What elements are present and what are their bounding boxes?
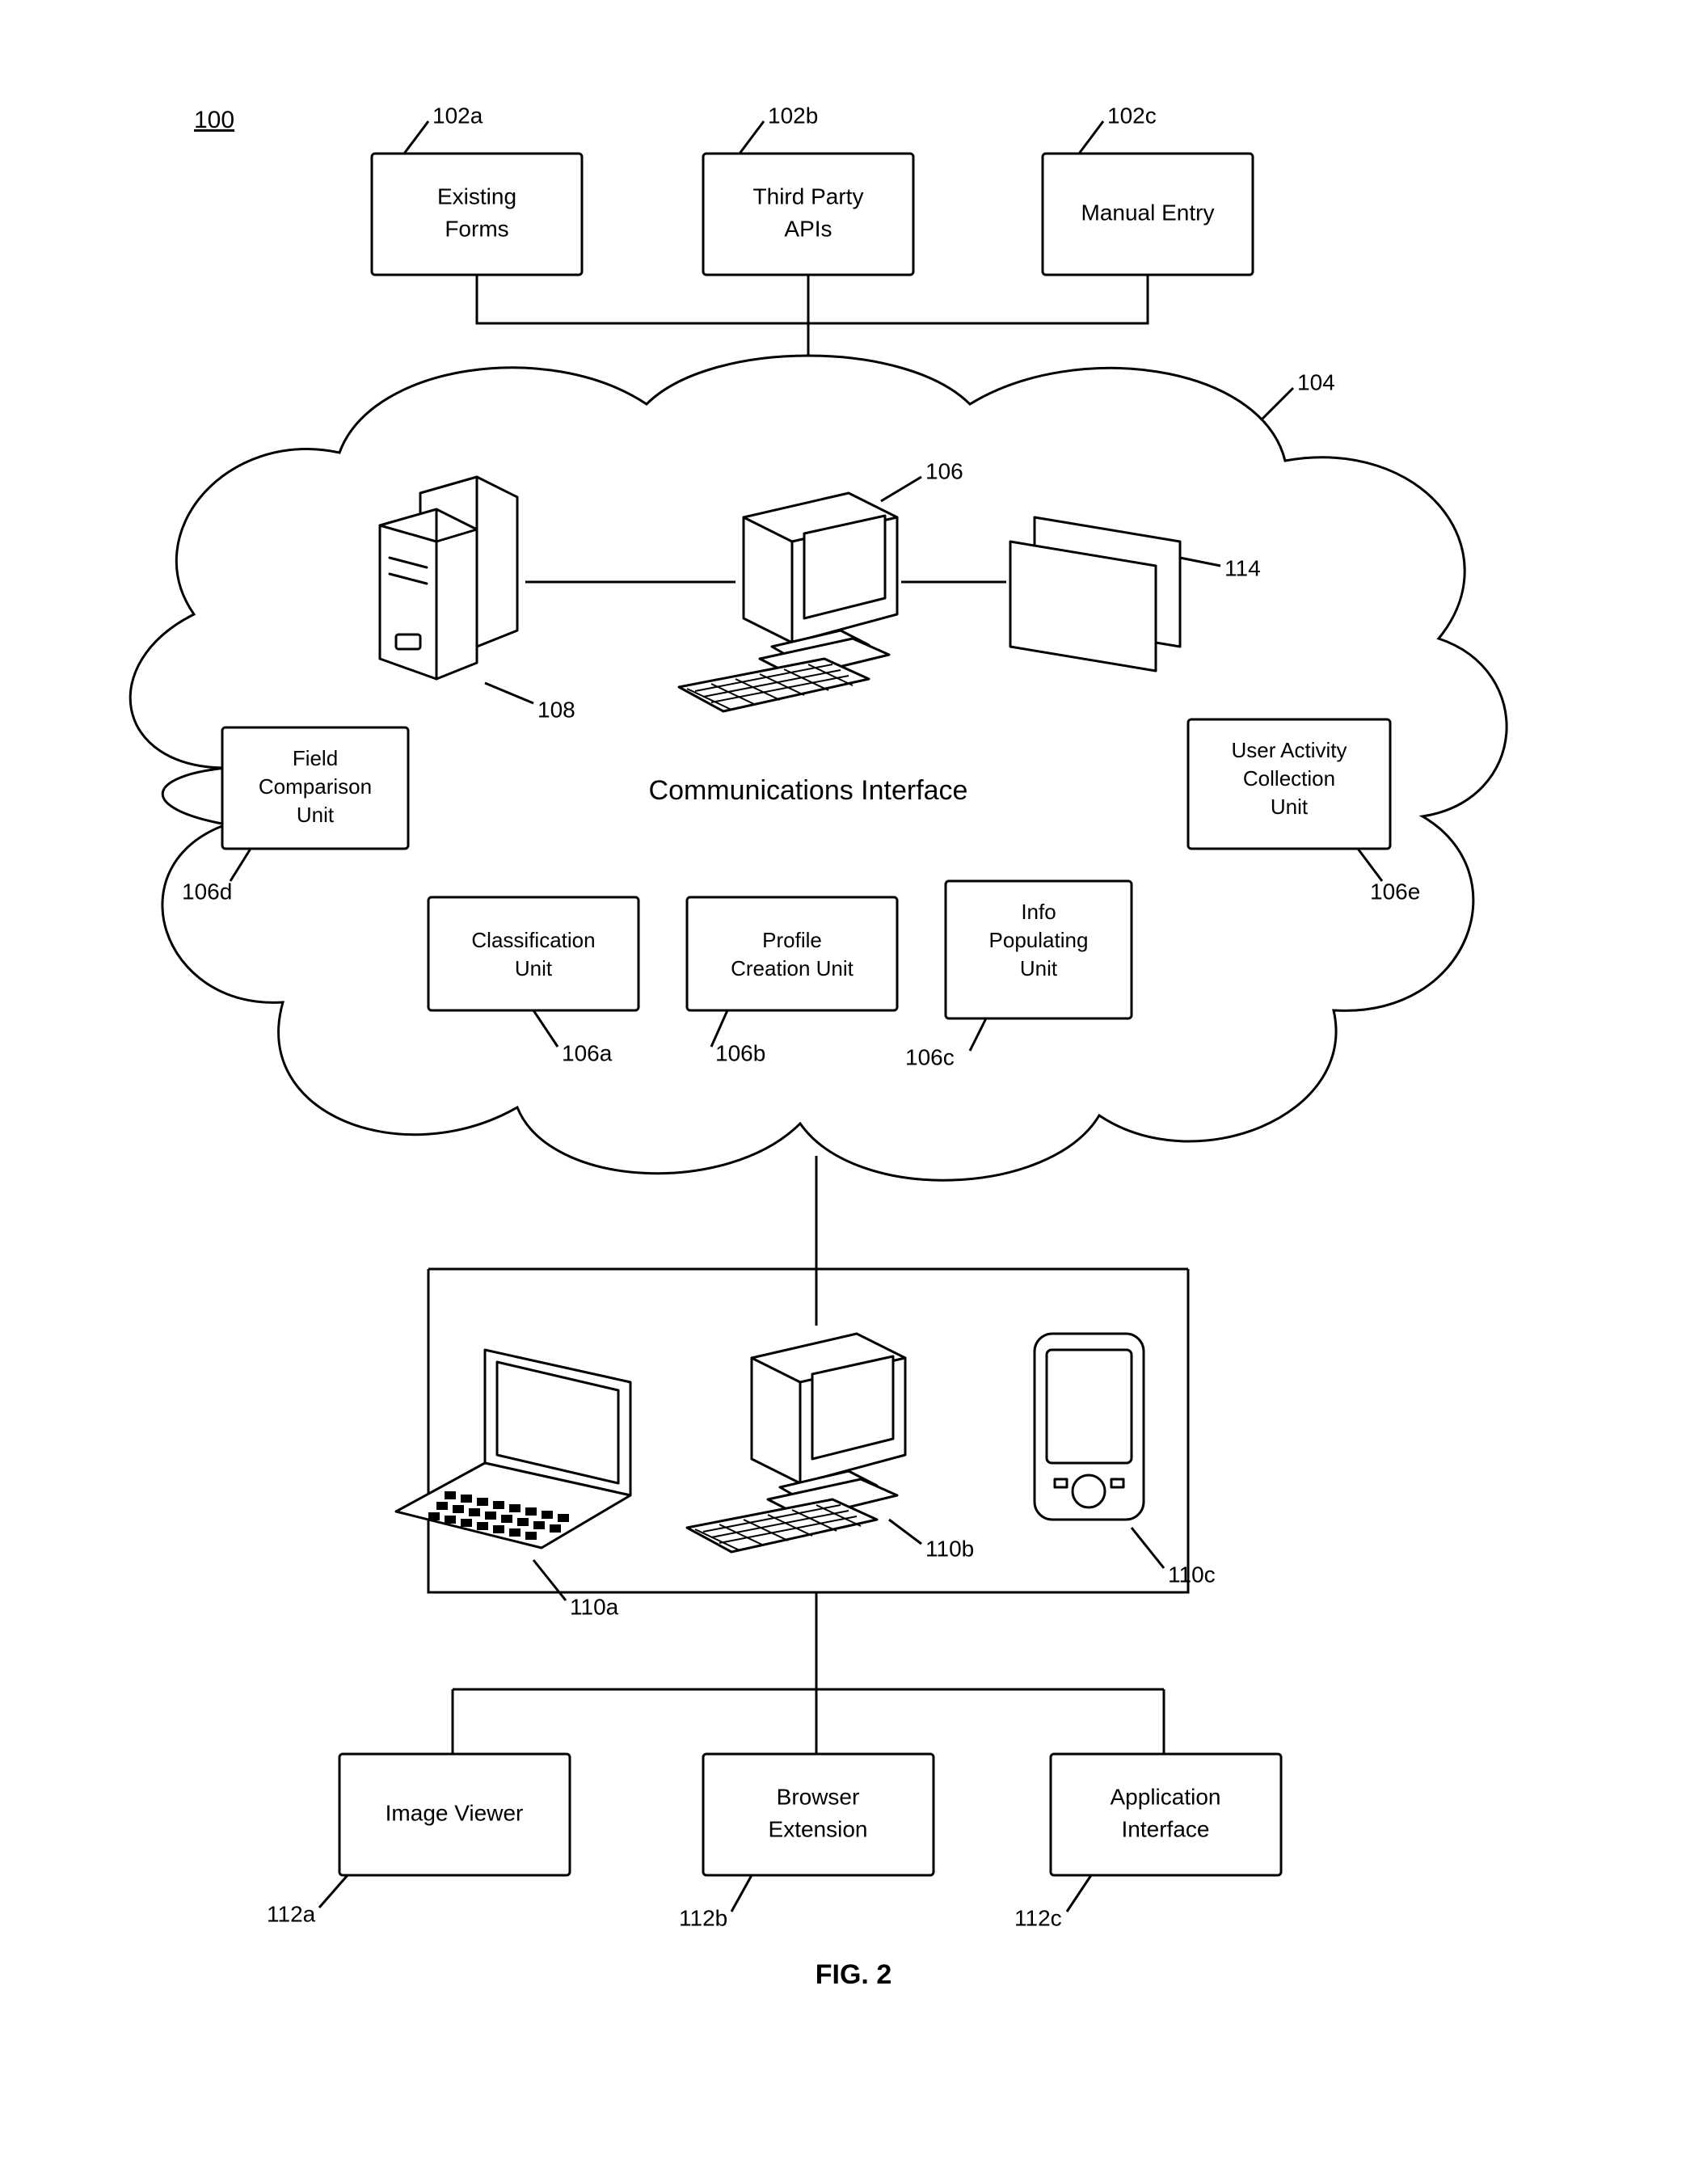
figure-caption: FIG. 2 xyxy=(816,1959,891,1990)
box-browser-extension: Browser Extension xyxy=(703,1754,934,1875)
leader-line xyxy=(319,1875,348,1908)
box-text: Third Party xyxy=(753,183,864,209)
svg-text:Populating: Populating xyxy=(989,928,1089,952)
ref-label: 110c xyxy=(1168,1562,1216,1587)
box-existing-forms: Existing Forms xyxy=(372,154,582,275)
svg-text:Comparison: Comparison xyxy=(259,774,372,799)
box-text: Existing xyxy=(437,183,516,209)
svg-text:Image Viewer: Image Viewer xyxy=(386,1800,524,1825)
svg-text:Collection: Collection xyxy=(1243,766,1335,791)
box-manual-entry: Manual Entry xyxy=(1043,154,1253,275)
leader-line xyxy=(731,1875,752,1912)
box-field-comparison-unit: Field Comparison Unit xyxy=(222,727,408,849)
box-user-activity-unit: User Activity Collection Unit xyxy=(1188,719,1390,849)
svg-text:Info: Info xyxy=(1021,900,1056,924)
svg-text:Unit: Unit xyxy=(515,956,553,980)
ref-label: 112c xyxy=(1014,1905,1062,1930)
svg-text:Profile: Profile xyxy=(762,928,822,952)
cloud-center-label: Communications Interface xyxy=(649,775,968,806)
figure-number: 100 xyxy=(194,107,234,133)
leader-line xyxy=(404,121,428,154)
laptop-icon xyxy=(396,1350,630,1548)
leader-line xyxy=(1261,388,1293,420)
ref-label: 104 xyxy=(1297,369,1335,394)
ref-label: 106 xyxy=(925,458,963,483)
box-info-populating-unit: Info Populating Unit xyxy=(946,881,1132,1018)
box-text: Manual Entry xyxy=(1081,200,1215,225)
box-text: Forms xyxy=(445,216,508,241)
svg-text:Creation Unit: Creation Unit xyxy=(731,956,854,980)
ref-label: 112a xyxy=(267,1901,316,1926)
leader-line xyxy=(1079,121,1103,154)
svg-text:Field: Field xyxy=(293,746,338,770)
leader-line xyxy=(889,1520,921,1544)
documents-icon xyxy=(1010,517,1180,671)
leader-line xyxy=(533,1560,566,1600)
box-text: APIs xyxy=(784,216,832,241)
ref-label: 106a xyxy=(562,1040,613,1065)
connector-top-bus xyxy=(477,275,1148,323)
ref-label: 106d xyxy=(182,879,232,904)
ref-label: 110a xyxy=(570,1594,619,1619)
svg-text:Browser: Browser xyxy=(777,1784,860,1809)
box-image-viewer: Image Viewer xyxy=(339,1754,570,1875)
box-profile-creation-unit: Profile Creation Unit xyxy=(687,897,897,1010)
ref-label: 102c xyxy=(1107,103,1157,128)
ref-label: 110b xyxy=(925,1536,974,1561)
ref-label: 112b xyxy=(679,1905,727,1930)
svg-text:Unit: Unit xyxy=(1271,795,1309,819)
pda-icon xyxy=(1035,1334,1144,1520)
svg-text:Unit: Unit xyxy=(297,803,335,827)
svg-text:Application: Application xyxy=(1111,1784,1221,1809)
svg-text:Unit: Unit xyxy=(1020,956,1058,980)
leader-line xyxy=(1067,1875,1091,1912)
desktop-icon xyxy=(687,1334,905,1552)
box-third-party-apis: Third Party APIs xyxy=(703,154,913,275)
box-classification-unit: Classification Unit xyxy=(428,897,639,1010)
ref-label: 102a xyxy=(432,103,483,128)
ref-label: 114 xyxy=(1224,555,1261,580)
ref-label: 108 xyxy=(537,697,575,722)
svg-text:Classification: Classification xyxy=(471,928,595,952)
leader-line xyxy=(1132,1528,1164,1568)
svg-text:User Activity: User Activity xyxy=(1231,738,1347,762)
ref-label: 106b xyxy=(715,1040,765,1065)
box-application-interface: Application Interface xyxy=(1051,1754,1281,1875)
svg-text:Extension: Extension xyxy=(769,1816,868,1841)
ref-label: 102b xyxy=(768,103,818,128)
ref-label: 106c xyxy=(905,1044,955,1069)
ref-label: 106e xyxy=(1370,879,1420,904)
svg-text:Interface: Interface xyxy=(1122,1816,1210,1841)
leader-line xyxy=(740,121,764,154)
